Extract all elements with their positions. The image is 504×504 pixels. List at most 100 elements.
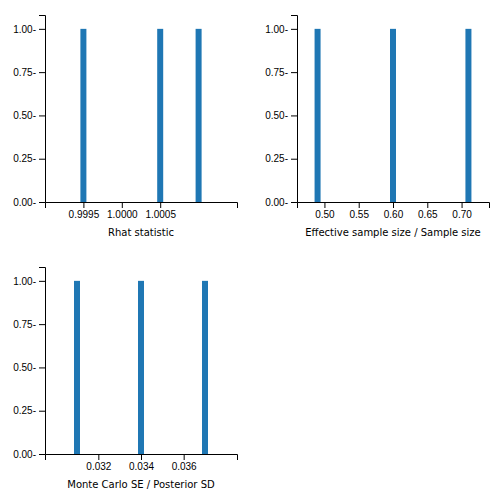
tick-label: 0.036	[172, 461, 197, 472]
tick-label: 0.25-	[13, 405, 36, 416]
y-tick: 1.00-	[13, 276, 45, 287]
tick-mark	[39, 367, 45, 368]
x-tick: 1.0000	[107, 202, 138, 220]
tick-mark	[291, 115, 297, 116]
tick-label: 0.25-	[13, 153, 36, 164]
bar	[390, 29, 396, 202]
x-tick: 0.036	[172, 454, 197, 472]
x-tick: 0.65	[418, 202, 438, 220]
tick-label: 1.00-	[13, 24, 36, 35]
figure: 0.9995 1.0000 1.0005 0.00- 0.25- 0.50- 0.75- 1.…	[0, 0, 504, 504]
x-tick: 1.0005	[145, 202, 176, 220]
tick-mark	[98, 454, 99, 460]
bar	[80, 29, 86, 202]
y-tick: 0.50-	[265, 110, 297, 121]
tick-mark	[291, 29, 297, 30]
x-tick: 0.034	[129, 454, 154, 472]
tick-label: 0.50	[315, 209, 335, 220]
tick-mark	[39, 411, 45, 412]
axis-line	[46, 203, 238, 209]
tick-label: 0.65	[418, 209, 438, 220]
x-tick: 0.60	[384, 202, 404, 220]
tick-label: 0.75-	[265, 67, 288, 78]
y-tick: 0.75-	[265, 67, 297, 78]
tick-label: 1.0000	[107, 209, 138, 220]
bar	[202, 281, 208, 454]
tick-label: 0.00-	[265, 197, 288, 208]
axis-line	[46, 455, 238, 461]
tick-mark	[39, 115, 45, 116]
y-tick: 0.00-	[13, 449, 45, 460]
y-axis: 0.00- 0.25- 0.50- 0.75- 1.00-	[265, 16, 297, 208]
x-tick: 0.9995	[69, 202, 100, 220]
tick-label: 0.50-	[265, 110, 288, 121]
y-tick: 0.50-	[13, 362, 45, 373]
bars	[80, 29, 201, 202]
x-label: Effective sample size / Sample size	[305, 227, 481, 238]
tick-label: 0.75-	[13, 67, 36, 78]
bars	[74, 281, 208, 454]
bar	[315, 29, 321, 202]
x-label: Monte Carlo SE / Posterior SD	[67, 479, 215, 490]
y-tick: 1.00-	[265, 24, 297, 35]
tick-mark	[83, 202, 84, 208]
tick-label: 0.70	[452, 209, 472, 220]
tick-mark	[39, 324, 45, 325]
bar	[74, 281, 80, 454]
axis-line	[298, 203, 490, 209]
y-tick: 0.25-	[13, 153, 45, 164]
tick-label: 0.00-	[13, 197, 36, 208]
tick-mark	[160, 202, 161, 208]
tick-mark	[324, 202, 325, 208]
tick-mark	[141, 454, 142, 460]
tick-mark	[291, 159, 297, 160]
bar	[465, 29, 471, 202]
tick-mark	[184, 454, 185, 460]
axis-line	[291, 16, 298, 203]
tick-label: 0.75-	[13, 319, 36, 330]
tick-label: 0.032	[86, 461, 111, 472]
bar	[196, 29, 202, 202]
tick-label: 0.60	[384, 209, 404, 220]
tick-mark	[39, 72, 45, 73]
x-axis: 0.9995 1.0000 1.0005	[46, 202, 238, 220]
x-tick: 0.55	[349, 202, 369, 220]
tick-mark	[122, 202, 123, 208]
y-tick: 0.25-	[13, 405, 45, 416]
tick-mark	[291, 202, 297, 203]
x-axis: 0.50 0.55 0.60 0.65 0.70	[298, 202, 490, 220]
panel: 0.9995 1.0000 1.0005 0.00- 0.25- 0.50- 0.75- 1.…	[13, 16, 237, 239]
panel: 0.032 0.034 0.036 0.00- 0.25- 0.50- 0.75- 1.00-…	[13, 268, 237, 491]
tick-label: 1.00-	[13, 276, 36, 287]
tick-mark	[393, 202, 394, 208]
y-axis: 0.00- 0.25- 0.50- 0.75- 1.00-	[13, 268, 45, 460]
axis-line	[39, 16, 46, 203]
axis-line	[39, 268, 46, 455]
tick-label: 0.034	[129, 461, 154, 472]
x-axis: 0.032 0.034 0.036	[46, 454, 238, 472]
tick-mark	[39, 281, 45, 282]
tick-mark	[359, 202, 360, 208]
tick-mark	[39, 454, 45, 455]
tick-label: 1.0005	[145, 209, 176, 220]
tick-mark	[291, 72, 297, 73]
x-tick: 0.032	[86, 454, 111, 472]
x-tick: 0.50	[315, 202, 335, 220]
tick-mark	[39, 159, 45, 160]
tick-label: 0.50-	[13, 110, 36, 121]
tick-mark	[462, 202, 463, 208]
tick-mark	[427, 202, 428, 208]
tick-mark	[39, 29, 45, 30]
bar	[138, 281, 144, 454]
y-tick: 0.75-	[13, 67, 45, 78]
x-tick: 0.70	[452, 202, 472, 220]
y-tick: 0.75-	[13, 319, 45, 330]
tick-label: 0.25-	[265, 153, 288, 164]
tick-label: 0.55	[349, 209, 369, 220]
y-tick: 0.25-	[265, 153, 297, 164]
tick-label: 1.00-	[265, 24, 288, 35]
tick-mark	[39, 202, 45, 203]
tick-label: 0.9995	[69, 209, 100, 220]
y-tick: 0.00-	[265, 197, 297, 208]
y-axis: 0.00- 0.25- 0.50- 0.75- 1.00-	[13, 16, 45, 208]
